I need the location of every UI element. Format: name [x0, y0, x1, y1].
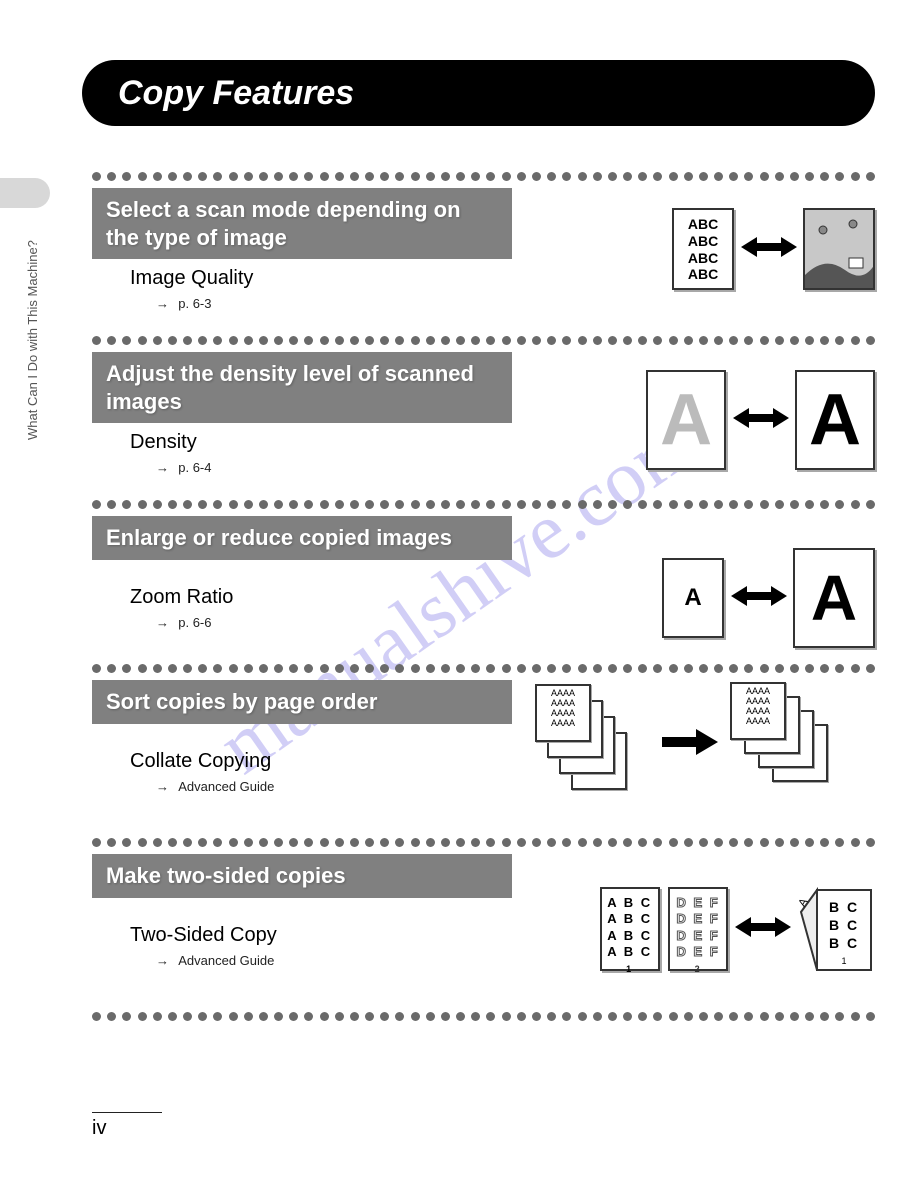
dots-divider: [92, 334, 875, 346]
ref-text: Advanced Guide: [178, 953, 274, 968]
illustration-image-quality: ABCABCABCABC: [672, 208, 875, 290]
illustration-density: A A: [646, 370, 875, 470]
illustration-zoom: A A: [662, 548, 875, 648]
page-title: Copy Features: [82, 60, 875, 126]
feature-header: Sort copies by page order: [92, 680, 512, 724]
svg-text:B C: B C: [829, 917, 859, 933]
svg-text:1: 1: [841, 956, 846, 966]
sidebar-label: What Can I Do with This Machine?: [25, 240, 40, 440]
ref-text: p. 6-6: [178, 615, 211, 630]
illustration-collate: DDDDDDDDDDDDDDDD CCCCCCCCCCCCCCCC BBBBBB…: [535, 672, 875, 822]
svg-text:B C: B C: [829, 935, 859, 951]
feature-two-sided: Make two-sided copies Two-Sided Copy → A…: [92, 854, 875, 1004]
dots-divider: [92, 498, 875, 510]
dots-divider: [92, 1010, 875, 1022]
dots-divider: [92, 836, 875, 848]
feature-header: Adjust the density level of scanned imag…: [92, 352, 512, 423]
feature-header: Enlarge or reduce copied images: [92, 516, 512, 560]
feature-density: Adjust the density level of scanned imag…: [92, 352, 875, 492]
feature-header: Select a scan mode depending on the type…: [92, 188, 512, 259]
feature-header: Make two-sided copies: [92, 854, 512, 898]
feature-ref: → p. 6-3: [156, 296, 875, 311]
ref-text: p. 6-3: [178, 296, 211, 311]
svg-text:B C: B C: [829, 899, 859, 915]
content-area: Select a scan mode depending on the type…: [92, 164, 875, 1028]
page-number: iv: [92, 1112, 162, 1140]
ref-text: p. 6-4: [178, 460, 211, 475]
illustration-two-sided: A B CA B CA B CA B C1 D E FD E FD E FD E…: [600, 884, 875, 974]
sidebar-tab: [0, 178, 50, 208]
ref-text: Advanced Guide: [178, 779, 274, 794]
feature-image-quality: Select a scan mode depending on the type…: [92, 188, 875, 328]
feature-collate: Sort copies by page order Collate Copyin…: [92, 680, 875, 830]
feature-zoom: Enlarge or reduce copied images Zoom Rat…: [92, 516, 875, 656]
dots-divider: [92, 170, 875, 182]
